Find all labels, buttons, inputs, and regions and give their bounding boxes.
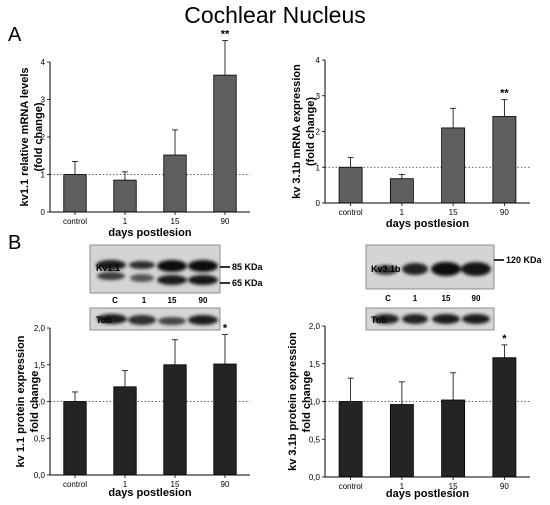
bar-control	[63, 401, 87, 476]
blot-kv31b-lane-15: 15	[442, 294, 451, 303]
y-tick-label: 0	[41, 208, 46, 217]
y-tick-label: 0,0	[34, 471, 46, 480]
blot-kv31b-tub-label: Tub	[371, 315, 387, 325]
bar-1	[113, 386, 137, 476]
y-axis-title-line-2: fold change	[301, 371, 313, 433]
y-tick-label: 0	[316, 199, 321, 208]
blot-kv31b-lane-1: 1	[413, 294, 418, 303]
chart-kv11_mrna: control 1 15 ** 90 0 1 2 3 4 days postlesion kv1.1 …	[19, 29, 250, 239]
y-tick-label: 1,0	[34, 398, 46, 407]
blot-kv11: Kv1.1 85 KDa 65 KDa C 1 15 90 Tub	[89, 244, 264, 331]
x-axis-title: days postlesion	[108, 227, 191, 239]
blot-kv31b-marker-120: 120 KDa	[506, 255, 543, 265]
figure-title: Cochlear Nucleus	[184, 2, 366, 28]
y-tick-label: 0,5	[34, 434, 46, 443]
x-tick-label-control: control	[339, 482, 363, 491]
panel-letter-b: B	[8, 232, 22, 254]
bar-control	[63, 174, 87, 213]
y-tick-label: 1	[316, 163, 321, 172]
blot-kv31b-tub-bands	[373, 314, 490, 324]
chart-kv31b_mrna: control 1 15 ** 90 0 1 2 3 4 days postlesion kv 3.1…	[291, 56, 530, 230]
y-tick-label: 4	[41, 58, 46, 67]
y-axis-title-line-2: (fold change)	[305, 97, 317, 166]
x-axis-title: days postlesion	[108, 487, 191, 499]
y-axis-title-line-1: kv1.1 relative mRNA levels	[19, 67, 31, 206]
bar-15	[441, 127, 466, 204]
y-tick-label: 0,5	[309, 435, 321, 444]
blot-kv31b-tub-membrane	[365, 307, 495, 331]
x-tick-label-control: control	[63, 217, 87, 226]
y-axis-title-line-1: kv 3.1b protein expression	[287, 332, 299, 471]
x-tick-label-90: 90	[500, 208, 509, 217]
y-tick-label: 2	[41, 133, 46, 142]
y-tick-label: 1	[41, 171, 46, 180]
x-tick-label-15: 15	[171, 217, 180, 226]
y-axis-title-line-2: fold change	[29, 371, 41, 433]
significance-90: *	[223, 323, 228, 335]
bar-control	[338, 166, 363, 204]
blot-kv31b: Kv3.1b 120 KDa C 1 15 90 Tub	[365, 244, 543, 331]
x-tick-label-1: 1	[400, 482, 405, 491]
blot-kv11-label: Kv1.1	[96, 263, 120, 273]
y-tick-label: 0,0	[309, 473, 321, 482]
blot-kv11-tub-bands	[97, 314, 218, 325]
blot-kv11-lane-15: 15	[168, 296, 177, 305]
chart-kv11_protein: control 1 15 * 90 0,0 0,5 1,0 1,5 2,0 days postles…	[15, 323, 250, 499]
x-tick-label-1: 1	[123, 480, 128, 489]
x-axis-title: days postlesion	[386, 218, 469, 230]
x-tick-label-1: 1	[123, 217, 128, 226]
chart-kv31b_protein: control 1 15 * 90 0,0 0,5 1,0 1,5 2,0 days postles…	[287, 322, 530, 500]
blot-kv11-bands	[96, 260, 218, 285]
x-axis-title: days postlesion	[386, 488, 469, 500]
bar-90	[213, 74, 237, 213]
y-axis-title-line-1: kv 1.1 protein expression	[15, 335, 27, 467]
significance-90: **	[221, 29, 230, 41]
panel-letter-a: A	[8, 24, 22, 46]
y-axis-title-line-1: kv 3.1b mRNA expression	[291, 64, 303, 199]
blot-kv11-lane-c: C	[112, 296, 118, 305]
y-tick-label: 1,5	[34, 361, 46, 370]
bar-1	[389, 404, 414, 478]
blot-kv31b-lane-90: 90	[472, 294, 481, 303]
blot-kv11-lane-90: 90	[199, 296, 208, 305]
y-tick-label: 4	[316, 56, 321, 65]
bar-15	[163, 364, 187, 476]
bar-1	[113, 179, 137, 213]
x-tick-label-15: 15	[171, 480, 180, 489]
bar-90	[492, 116, 517, 204]
bar-15	[163, 154, 187, 213]
y-tick-label: 1,5	[309, 360, 321, 369]
y-tick-label: 2,0	[34, 324, 46, 333]
blot-kv11-tub-label: Tub	[96, 315, 112, 325]
blot-kv31b-bands	[374, 262, 491, 276]
significance-90: **	[500, 88, 509, 100]
blot-kv11-lane-1: 1	[142, 296, 147, 305]
bar-90	[213, 363, 237, 476]
blot-kv11-marker-85: 85 KDa	[232, 262, 264, 272]
x-tick-label-control: control	[339, 208, 363, 217]
x-tick-label-1: 1	[400, 208, 405, 217]
blot-kv11-marker-65: 65 KDa	[232, 278, 264, 288]
blot-kv31b-label: Kv3.1b	[371, 264, 401, 274]
x-tick-label-15: 15	[449, 208, 458, 217]
x-tick-label-90: 90	[221, 217, 230, 226]
y-tick-label: 1,0	[309, 398, 321, 407]
bar-90	[492, 357, 517, 478]
x-tick-label-90: 90	[221, 480, 230, 489]
y-tick-label: 3	[41, 96, 46, 105]
y-tick-label: 3	[316, 92, 321, 101]
x-tick-label-control: control	[63, 480, 87, 489]
y-tick-label: 2	[316, 128, 321, 137]
bar-control	[338, 401, 363, 478]
significance-90: *	[502, 333, 507, 345]
blot-kv31b-lane-c: C	[385, 294, 391, 303]
y-tick-label: 2,0	[309, 322, 321, 331]
x-tick-label-15: 15	[449, 482, 458, 491]
bar-15	[441, 399, 466, 478]
y-axis-title-line-2: (fold change)	[33, 102, 45, 171]
bar-1	[389, 178, 414, 204]
x-tick-label-90: 90	[500, 482, 509, 491]
